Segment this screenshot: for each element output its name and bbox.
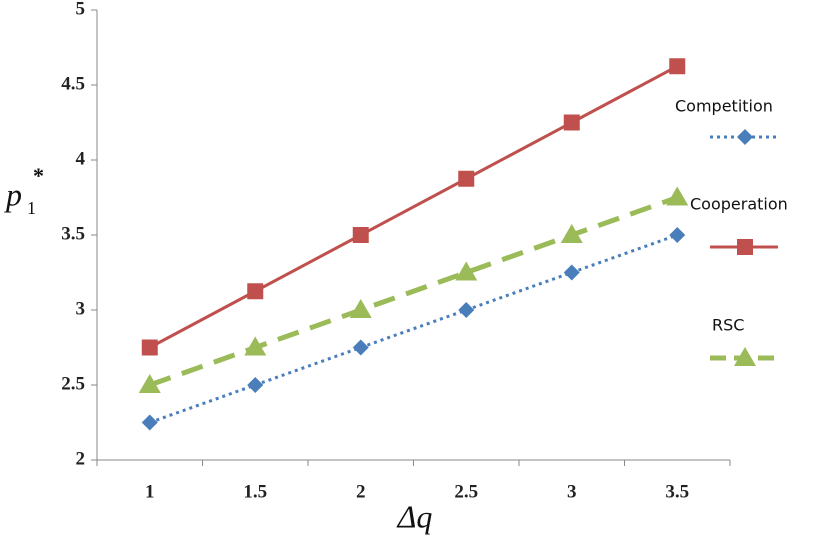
point (349, 299, 372, 318)
x-tick-label: 1 (145, 481, 155, 502)
point (138, 374, 161, 393)
point (141, 414, 158, 431)
x-tick-label: 1.5 (243, 481, 267, 502)
y-axis-label: p (4, 176, 22, 212)
point (458, 302, 475, 318)
x-axis-label: Δq (396, 498, 433, 534)
series-line (148, 195, 679, 388)
legend-marker (734, 347, 756, 366)
point (669, 227, 686, 243)
series-line (149, 233, 678, 424)
point (244, 336, 267, 356)
y-axis-label-sup: * (33, 163, 44, 188)
x-tick-label: 3.5 (665, 481, 689, 502)
y-tick-label: 4.5 (61, 73, 85, 94)
y-tick-label: 2.5 (61, 373, 85, 394)
point (563, 264, 580, 281)
x-tick-label: 2 (356, 481, 366, 502)
y-tick-label: 3.5 (61, 223, 85, 244)
series-line (149, 64, 678, 349)
point (352, 227, 369, 243)
legend-label: Cooperation (690, 195, 788, 214)
legend-marker (737, 239, 753, 255)
y-tick-label: 5 (76, 0, 86, 19)
legend-label: Competition (675, 97, 773, 116)
point (141, 339, 158, 356)
y-tick-label: 2 (76, 448, 86, 469)
y-axis-label-sub: 1 (27, 198, 36, 218)
y-tick-label: 3 (76, 298, 86, 319)
point (455, 261, 478, 281)
point (669, 58, 686, 75)
point (352, 339, 369, 356)
point (247, 377, 264, 393)
point (563, 114, 580, 131)
x-tick-label: 3 (567, 481, 577, 502)
legend-marker (737, 129, 753, 145)
point (458, 170, 475, 187)
point (247, 283, 264, 300)
point (560, 224, 583, 243)
legend-label: RSC (712, 316, 744, 335)
y-tick-label: 4 (76, 148, 86, 169)
x-tick-label: 2.5 (454, 481, 478, 502)
point (666, 186, 689, 206)
